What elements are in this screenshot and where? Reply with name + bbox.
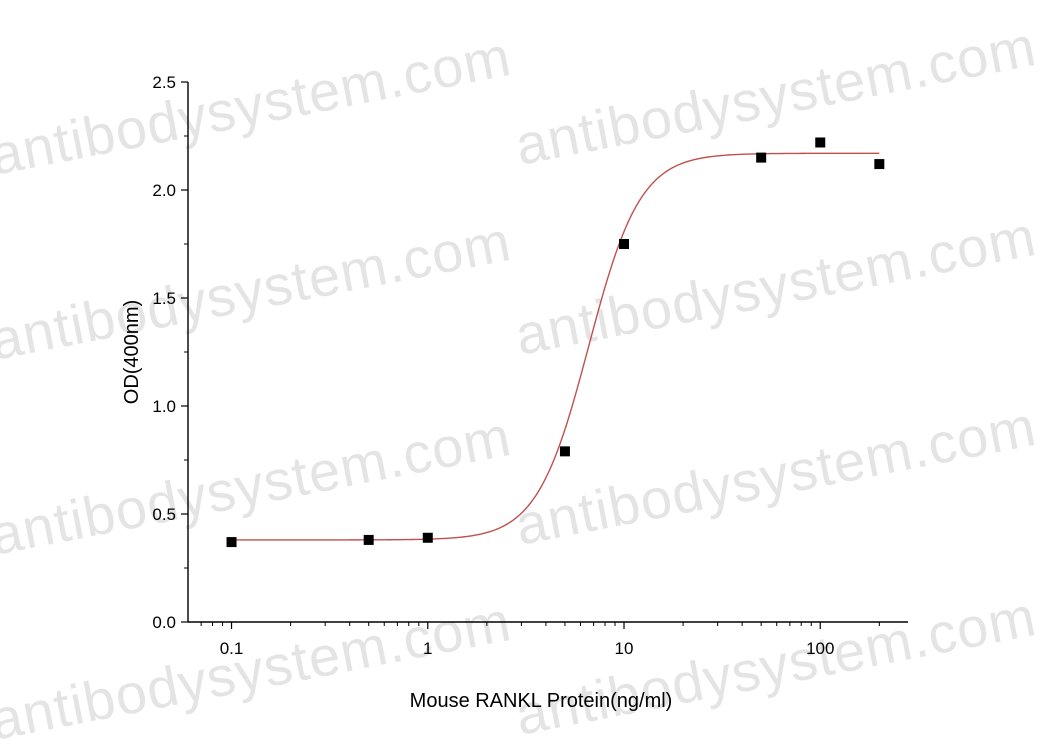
fit-curve-layer	[231, 152, 880, 541]
x-tick-label: 10	[615, 639, 634, 658]
data-point	[363, 534, 374, 545]
y-tick-label: 2.5	[152, 73, 176, 92]
data-point	[874, 159, 885, 170]
x-tick-label: 100	[806, 639, 834, 658]
fit-curve	[231, 152, 880, 541]
x-axis-title: Mouse RANKL Protein(ng/ml)	[410, 690, 673, 712]
y-tick-label: 1.0	[152, 397, 176, 416]
data-point	[619, 239, 630, 249]
data-points	[226, 137, 885, 548]
x-tick-label: 0.1	[220, 639, 244, 658]
data-point	[226, 537, 237, 548]
y-tick-label: 2.0	[152, 181, 176, 200]
watermark-text: antibodysystem.com	[510, 14, 1041, 177]
watermark-text: antibodysystem.com	[0, 589, 516, 748]
y-axis-title: OD(400nm)	[121, 300, 143, 404]
data-point	[756, 152, 767, 163]
watermark-text: antibodysystem.com	[510, 584, 1041, 747]
watermark-text: antibodysystem.com	[510, 394, 1041, 557]
watermark-text: antibodysystem.com	[0, 404, 516, 567]
y-tick-label: 0.5	[152, 505, 176, 524]
y-tick-label: 1.5	[152, 289, 176, 308]
watermark-layer: antibodysystem.comantibodysystem.comanti…	[0, 14, 1041, 748]
plot-axes: 0.0 0.5 1.0 1.5 2.0 2.5 0.1 1 10 100	[152, 73, 908, 658]
watermark-text: antibodysystem.com	[0, 209, 516, 372]
watermark-text: antibodysystem.com	[0, 24, 516, 187]
y-tick-label: 0.0	[152, 613, 176, 632]
data-point	[559, 446, 570, 457]
x-tick-label: 1	[423, 639, 432, 658]
data-point	[422, 532, 433, 543]
data-point	[815, 137, 826, 148]
